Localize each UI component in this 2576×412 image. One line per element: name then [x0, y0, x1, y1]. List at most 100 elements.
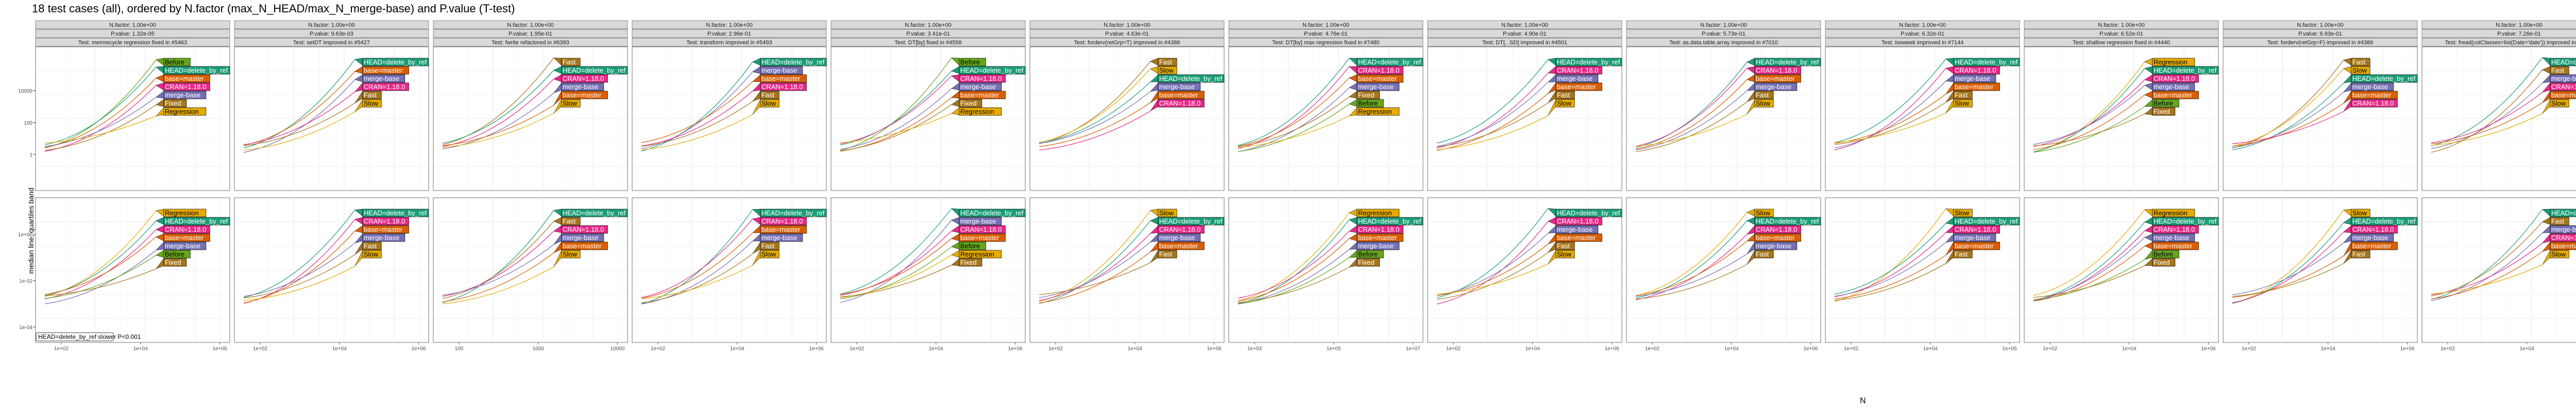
series-line	[1436, 115, 1549, 150]
series-line	[641, 209, 753, 304]
facet-strip-label: N.factor: 1.00e+00	[2297, 22, 2344, 28]
facet-strip	[632, 20, 827, 29]
series-line	[442, 113, 554, 148]
direct-label-box	[959, 107, 1002, 116]
direct-label: Slow	[1557, 99, 1572, 107]
direct-label: HEAD=delete_by_ref	[2154, 217, 2217, 225]
direct-label-box	[1357, 99, 1384, 108]
series-line	[1635, 253, 1748, 297]
series-line	[1238, 212, 1350, 301]
direct-label-box	[760, 233, 803, 242]
facet-strip	[831, 38, 1026, 47]
facet-strip-label: Test: setDT improved in #5427	[293, 40, 370, 46]
direct-label-box	[362, 74, 405, 83]
x-tick-label: 1e+06	[1803, 346, 1818, 352]
legend-box	[36, 332, 114, 341]
direct-label: CRAN=1.18.0	[1756, 66, 1798, 74]
direct-label: HEAD=delete_by_ref	[1159, 75, 1223, 82]
facet-strip	[2421, 38, 2576, 47]
x-tick-label: 1e+02	[2043, 346, 2058, 352]
series-line	[44, 229, 157, 300]
direct-label: HEAD=delete_by_ref	[761, 209, 825, 217]
direct-label: base=master	[1358, 234, 1397, 242]
series-line	[1834, 242, 1946, 297]
series-line	[1436, 263, 1548, 295]
direct-label: Fixed	[165, 259, 181, 266]
direct-label-box	[163, 58, 191, 66]
facet-strip-label: P.value: 1.32e-05	[111, 31, 155, 37]
facet-strip	[1825, 29, 2020, 38]
direct-label: Before	[1358, 99, 1378, 107]
facet-strip	[1626, 38, 1821, 47]
series-line	[1039, 68, 1151, 143]
direct-label: merge-base	[1358, 242, 1394, 250]
series-line	[243, 243, 355, 297]
direct-label-box	[1357, 233, 1403, 242]
direct-label-box	[163, 107, 207, 116]
x-tick-label: 1e+06	[809, 346, 824, 352]
direct-label-box	[2351, 233, 2394, 242]
series-line	[840, 57, 952, 151]
direct-label-box	[1754, 82, 1798, 91]
direct-label-box	[163, 91, 207, 99]
direct-label: Regression	[165, 108, 199, 115]
x-tick-label: 1e+04	[2520, 346, 2535, 352]
x-tick-label: 1e+02	[1048, 346, 1063, 352]
chart-title: 18 test cases (all), ordered by N.factor…	[32, 2, 515, 15]
series-line	[1834, 58, 1946, 143]
direct-label: base=master	[1955, 242, 1994, 250]
direct-label: Slow	[2551, 250, 2566, 258]
direct-label-box	[2152, 99, 2179, 108]
facet-strip	[1029, 38, 1225, 47]
facet-strip-label: Test: memrecycle regression fixed in #54…	[78, 40, 188, 46]
direct-label-box	[1357, 258, 1380, 267]
direct-label-box	[2152, 250, 2179, 259]
facet-strip	[632, 38, 827, 47]
direct-label: Fast	[1955, 250, 1968, 258]
direct-label-box	[2351, 66, 2370, 75]
direct-label: base=master	[1557, 83, 1596, 91]
direct-label-box	[1555, 233, 1602, 242]
direct-label: Slow	[2352, 66, 2367, 74]
direct-label: merge-base	[1756, 242, 1791, 250]
series-line	[442, 244, 554, 296]
direct-label: Slow	[1756, 209, 1771, 217]
direct-label: CRAN=1.18.0	[165, 83, 207, 91]
direct-label: HEAD=delete_by_ref	[960, 209, 1024, 217]
series-line	[2033, 209, 2145, 296]
x-tick-label: 1e+04	[1526, 346, 1540, 352]
facet-strip	[1228, 38, 1423, 47]
direct-label-box	[760, 242, 779, 250]
facet-strip-label: N.factor: 1.00e+00	[507, 22, 554, 28]
direct-label: HEAD=delete_by_ref	[165, 66, 228, 74]
x-tick-label: 1e+06	[2002, 346, 2017, 352]
direct-label-box	[959, 209, 1026, 217]
series-line	[2232, 210, 2344, 304]
facet-strip	[234, 20, 429, 29]
direct-label-box	[959, 58, 986, 66]
direct-label-box	[163, 82, 210, 91]
direct-label: Slow	[364, 250, 379, 258]
direct-label: CRAN=1.18.0	[2154, 226, 2195, 233]
direct-label: CRAN=1.18.0	[1955, 226, 1996, 233]
direct-label-box	[1953, 233, 1996, 242]
direct-label: Fast	[2352, 58, 2366, 66]
y-tick-label: 1e+00	[18, 232, 33, 238]
series-line	[243, 210, 355, 298]
x-tick-label: 1e+02	[651, 346, 666, 352]
direct-label: CRAN=1.18.0	[1557, 217, 1599, 225]
direct-label-box	[2351, 242, 2398, 250]
direct-label-box	[2351, 82, 2394, 91]
direct-label: merge-base	[2551, 75, 2576, 82]
direct-label: Fixed	[2154, 108, 2170, 115]
direct-label: base=master	[1159, 242, 1198, 250]
direct-label-box	[1357, 217, 1423, 226]
legend-text: HEAD=delete_by_ref slower P<0.001	[38, 333, 141, 340]
series-line	[2033, 106, 2145, 153]
series-line	[1039, 220, 1151, 304]
series-line	[2033, 61, 2145, 152]
direct-label: Fast	[1756, 250, 1769, 258]
direct-label: merge-base	[1557, 75, 1592, 82]
series-line	[2232, 255, 2344, 298]
facet-strip-label: N.factor: 1.00e+00	[1899, 22, 1946, 28]
